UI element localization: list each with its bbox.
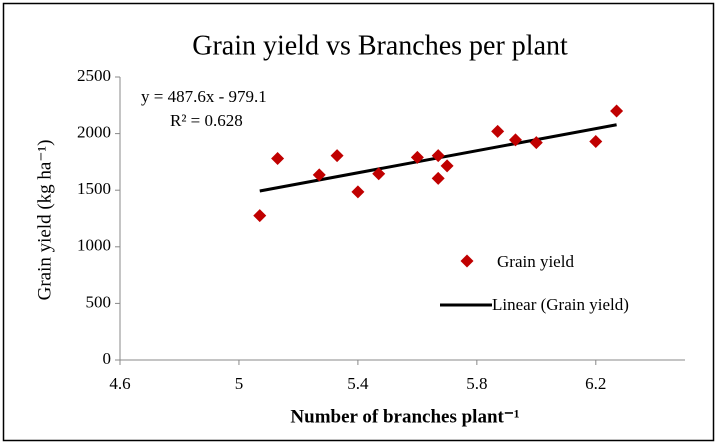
data-point [491, 124, 505, 138]
legend-label: Grain yield [497, 252, 574, 271]
x-axis-title: Number of branches plant⁻¹ [290, 406, 519, 427]
x-tick-label: 5 [235, 374, 244, 393]
data-point [509, 133, 522, 147]
data-point [253, 209, 267, 223]
data-point [312, 168, 326, 182]
data-point [271, 152, 285, 166]
chart-title: Grain yield vs Branches per plant [192, 30, 568, 61]
data-point [529, 136, 543, 150]
legend-label: Linear (Grain yield) [492, 295, 629, 314]
data-point [410, 150, 424, 164]
trendline-r-squared: R² = 0.628 [170, 111, 243, 130]
y-tick-label: 1000 [77, 236, 111, 255]
equation-box [136, 84, 316, 136]
y-tick-label: 2000 [77, 123, 111, 142]
data-point [351, 185, 365, 199]
x-tick-label: 4.6 [109, 374, 130, 393]
trendline-equation: y = 487.6x - 979.1 [141, 87, 267, 106]
y-tick-label: 1500 [77, 179, 111, 198]
data-point [330, 149, 344, 163]
x-tick-label: 5.8 [466, 374, 487, 393]
x-tick-label: 5.4 [347, 374, 369, 393]
y-tick-label: 500 [86, 292, 112, 311]
y-axis-title: Grain yield (kg ha⁻¹) [34, 140, 55, 301]
legend-marker [460, 254, 474, 268]
data-point [372, 167, 386, 181]
data-point [440, 159, 454, 173]
y-tick-label: 0 [103, 349, 112, 368]
data-point [431, 171, 445, 185]
y-tick-label: 2500 [77, 66, 111, 85]
data-point [431, 149, 445, 163]
data-point [589, 135, 603, 149]
x-tick-label: 6.2 [585, 374, 606, 393]
data-point [610, 104, 624, 118]
